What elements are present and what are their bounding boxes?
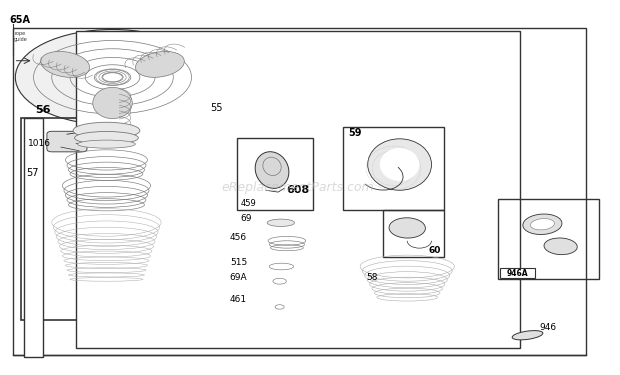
- Text: 58: 58: [366, 273, 378, 282]
- Ellipse shape: [389, 218, 425, 238]
- Text: eReplacementParts.com: eReplacementParts.com: [221, 181, 374, 194]
- Text: 55: 55: [210, 104, 222, 114]
- Text: 56: 56: [35, 105, 50, 116]
- Ellipse shape: [531, 219, 554, 230]
- Text: 65A: 65A: [9, 15, 30, 25]
- Bar: [237, 138, 313, 210]
- Ellipse shape: [41, 51, 90, 77]
- Bar: [24, 118, 43, 357]
- Ellipse shape: [255, 152, 289, 188]
- Text: 59: 59: [348, 129, 362, 138]
- Text: 69: 69: [241, 214, 252, 223]
- Text: 60: 60: [429, 246, 441, 255]
- Bar: [383, 210, 444, 257]
- Bar: [76, 32, 520, 348]
- Ellipse shape: [512, 331, 543, 340]
- Text: 69A: 69A: [230, 273, 247, 282]
- Ellipse shape: [523, 214, 562, 234]
- Text: rope
guide: rope guide: [14, 32, 28, 42]
- FancyBboxPatch shape: [47, 131, 87, 152]
- Ellipse shape: [544, 238, 577, 255]
- Bar: [500, 268, 536, 278]
- Bar: [343, 127, 444, 210]
- Text: 57: 57: [26, 168, 39, 178]
- Text: 946A: 946A: [507, 268, 529, 278]
- Ellipse shape: [78, 140, 135, 148]
- Ellipse shape: [380, 148, 419, 181]
- Bar: [14, 28, 587, 355]
- Bar: [498, 198, 598, 279]
- Text: 946: 946: [539, 323, 557, 332]
- Text: 608: 608: [286, 185, 309, 195]
- Bar: [210, 142, 304, 320]
- Ellipse shape: [93, 87, 132, 118]
- Text: 456: 456: [230, 232, 247, 242]
- Text: 459: 459: [240, 199, 256, 208]
- Text: 1016: 1016: [27, 139, 50, 148]
- Text: 461: 461: [230, 295, 247, 304]
- Ellipse shape: [16, 30, 210, 125]
- Ellipse shape: [73, 122, 140, 139]
- Ellipse shape: [135, 51, 184, 77]
- Text: 515: 515: [230, 258, 247, 267]
- Ellipse shape: [368, 139, 432, 190]
- Bar: [21, 118, 182, 320]
- Ellipse shape: [267, 219, 294, 226]
- Ellipse shape: [74, 132, 138, 144]
